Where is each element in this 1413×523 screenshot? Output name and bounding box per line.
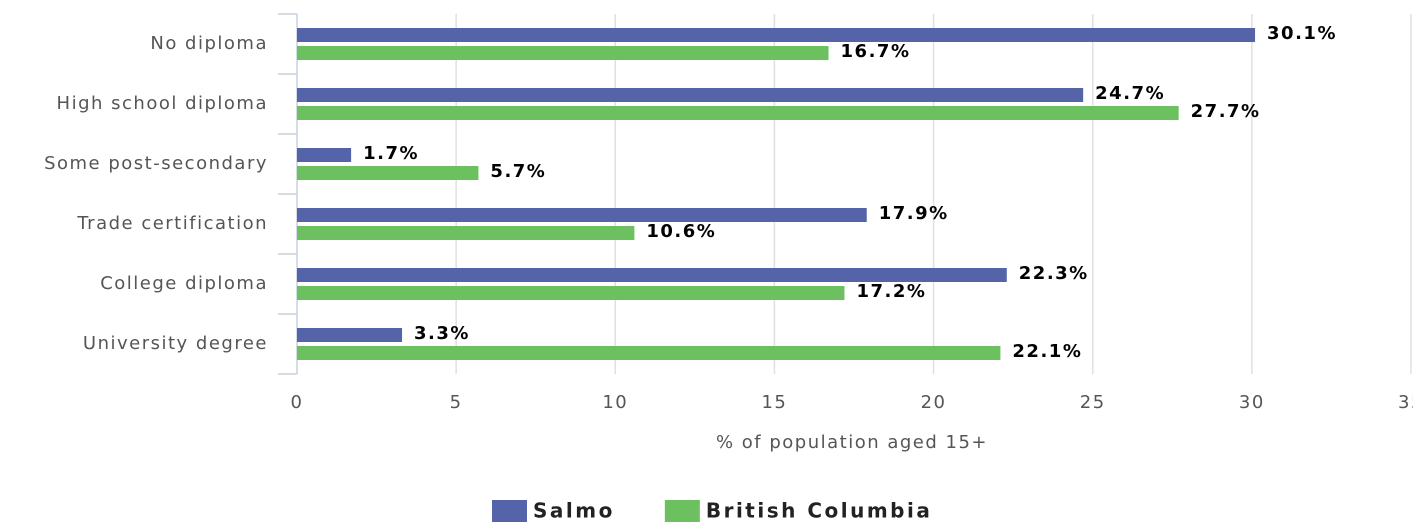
data-label: 17.2% xyxy=(856,281,926,302)
y-tick-label: College diploma xyxy=(100,273,268,294)
bar xyxy=(297,226,635,240)
y-tick-label: University degree xyxy=(83,333,268,354)
x-tick-label: 10 xyxy=(602,392,628,413)
bar xyxy=(297,328,403,342)
bar xyxy=(297,106,1179,120)
x-tick-label: 20 xyxy=(921,392,947,413)
data-label: 10.6% xyxy=(646,221,716,242)
data-label: 1.7% xyxy=(363,143,419,164)
x-tick-label: 25 xyxy=(1080,392,1106,413)
data-label: 27.7% xyxy=(1191,101,1261,122)
x-tick-label: 5 xyxy=(450,392,463,413)
data-label: 22.3% xyxy=(1019,263,1089,284)
data-label: 24.7% xyxy=(1095,83,1165,104)
x-tick-label: 15 xyxy=(761,392,787,413)
data-label: 17.9% xyxy=(879,203,949,224)
x-tick-label: 30 xyxy=(1239,392,1265,413)
data-label: 16.7% xyxy=(841,41,911,62)
legend-label: Salmo xyxy=(533,499,615,523)
bar xyxy=(297,148,352,162)
y-tick-label: Some post-secondary xyxy=(44,153,268,174)
legend-swatch xyxy=(492,500,527,522)
bar xyxy=(297,268,1007,282)
x-tick-label: 35 xyxy=(1398,392,1413,413)
data-label: 3.3% xyxy=(414,323,470,344)
legend-swatch xyxy=(664,500,700,522)
data-label: 5.7% xyxy=(490,161,546,182)
data-label: 22.1% xyxy=(1012,341,1082,362)
y-tick-label: Trade certification xyxy=(76,213,268,234)
bar xyxy=(297,88,1084,102)
bar xyxy=(297,28,1256,42)
bar xyxy=(297,346,1001,360)
y-tick-label: High school diploma xyxy=(57,93,268,114)
bar xyxy=(297,166,479,180)
bar xyxy=(297,286,845,300)
x-tick-label: 0 xyxy=(291,392,304,413)
bar xyxy=(297,46,829,60)
data-label: 30.1% xyxy=(1267,23,1337,44)
x-axis-label: % of population aged 15+ xyxy=(716,432,988,453)
legend-label: British Columbia xyxy=(706,499,933,523)
bar xyxy=(297,208,867,222)
y-tick-label: No diploma xyxy=(150,33,268,54)
